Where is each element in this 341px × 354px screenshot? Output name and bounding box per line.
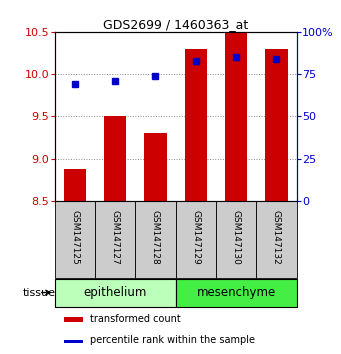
Bar <box>256 201 297 278</box>
Bar <box>64 317 83 322</box>
Text: mesenchyme: mesenchyme <box>196 286 276 299</box>
Bar <box>216 201 256 278</box>
Bar <box>104 116 126 201</box>
Text: transformed count: transformed count <box>90 314 181 324</box>
Bar <box>135 201 176 278</box>
Text: GSM147132: GSM147132 <box>272 210 281 265</box>
Text: GSM147129: GSM147129 <box>191 210 200 265</box>
Text: GSM147127: GSM147127 <box>110 210 120 265</box>
Text: percentile rank within the sample: percentile rank within the sample <box>90 335 255 345</box>
Bar <box>225 32 247 201</box>
Bar <box>95 201 135 278</box>
Text: GSM147125: GSM147125 <box>70 210 79 265</box>
Bar <box>144 133 166 201</box>
Bar <box>176 279 297 307</box>
Text: GSM147130: GSM147130 <box>232 210 241 265</box>
Bar <box>55 201 95 278</box>
Bar <box>64 169 86 201</box>
Bar <box>55 279 176 307</box>
Text: epithelium: epithelium <box>84 286 147 299</box>
Text: GSM147128: GSM147128 <box>151 210 160 265</box>
Bar <box>64 339 83 343</box>
Bar <box>185 49 207 201</box>
Bar <box>265 49 287 201</box>
Title: GDS2699 / 1460363_at: GDS2699 / 1460363_at <box>103 18 248 31</box>
Bar <box>176 201 216 278</box>
Text: tissue: tissue <box>23 287 55 297</box>
